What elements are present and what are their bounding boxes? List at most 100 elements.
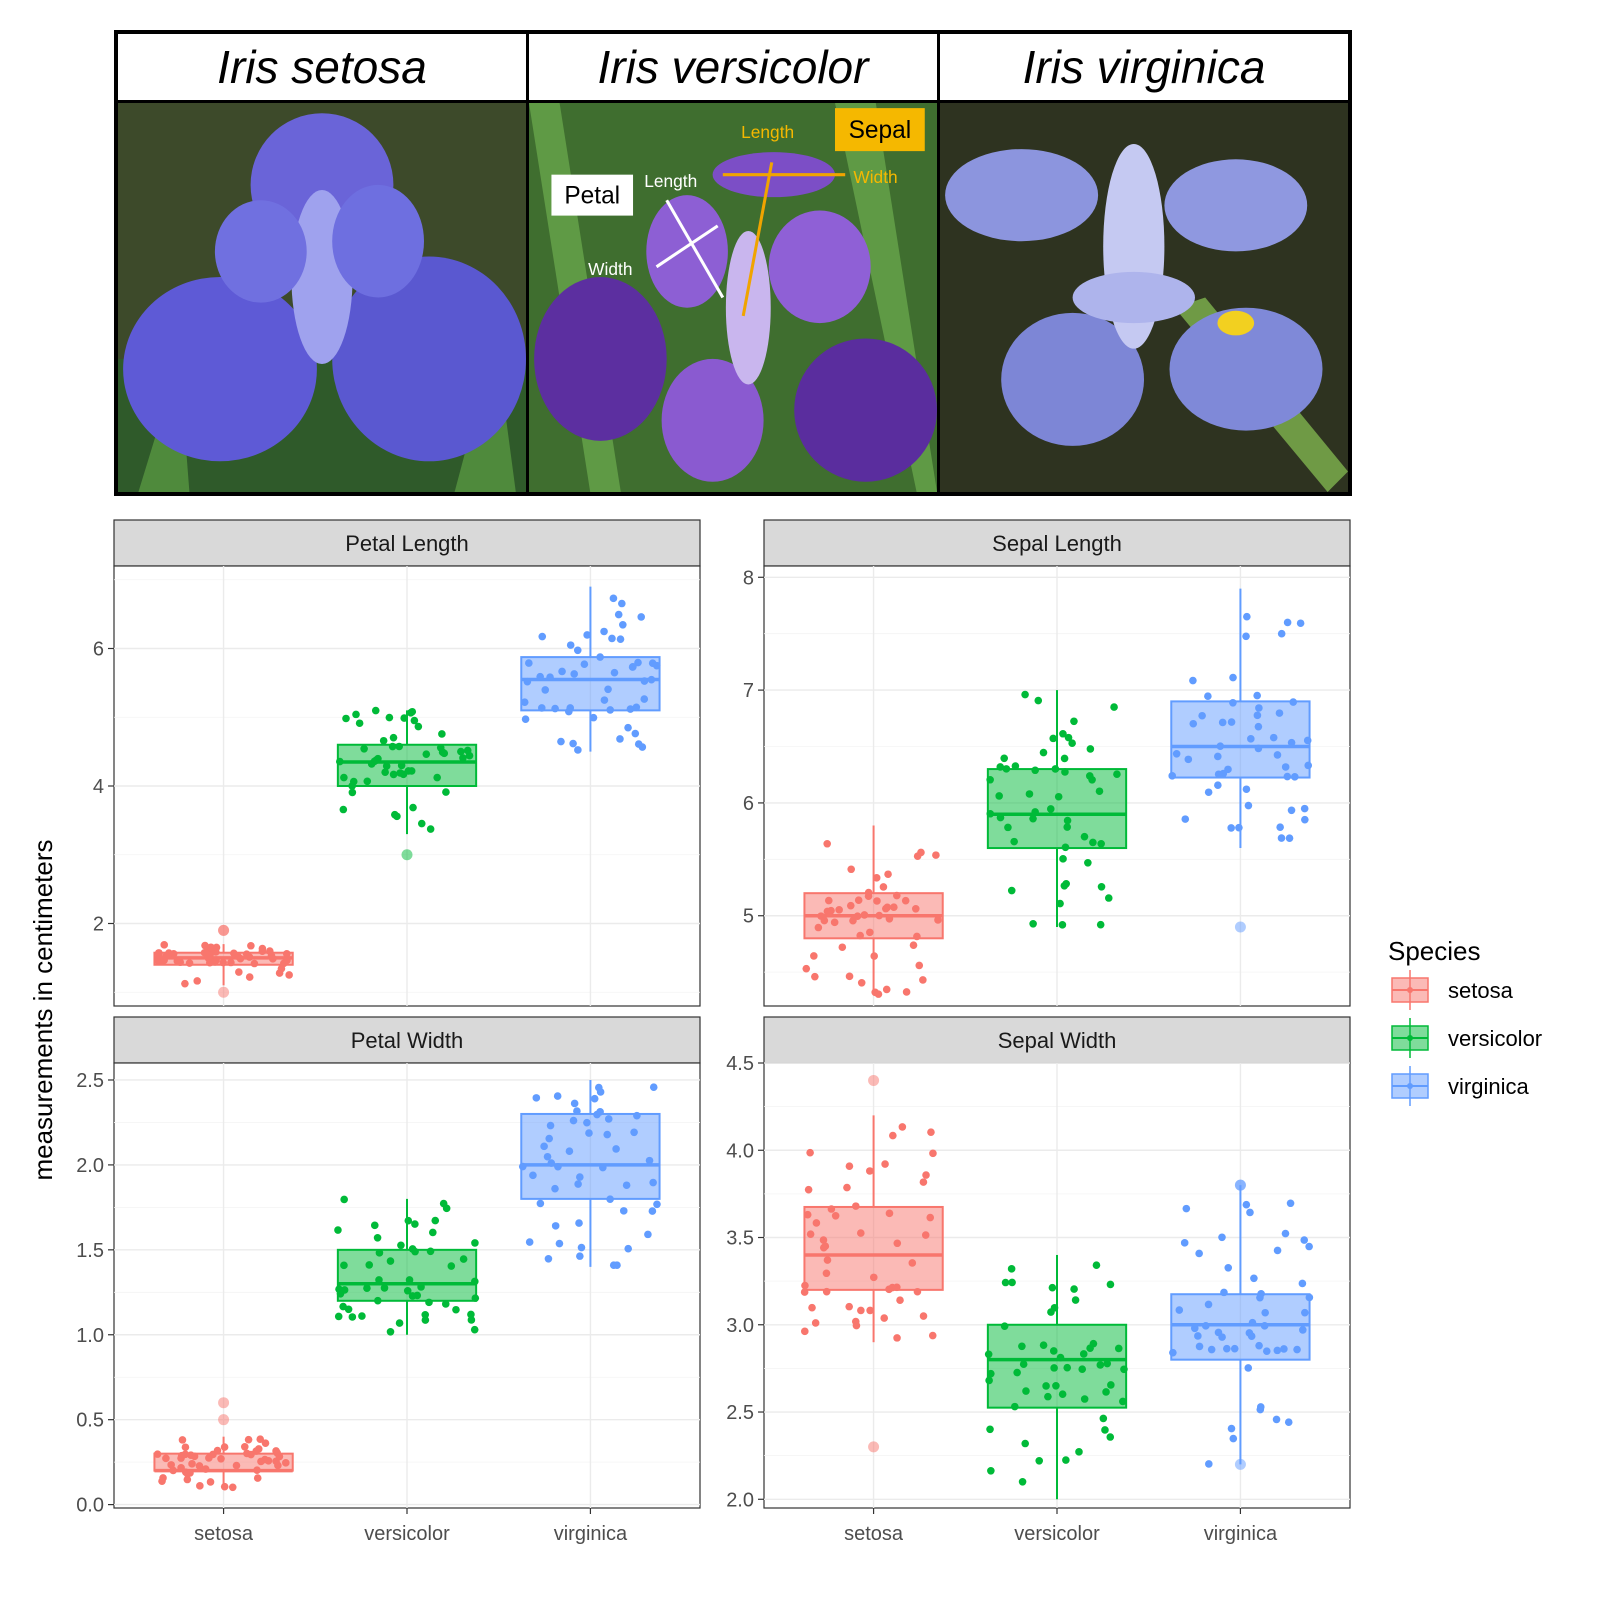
jitter-point — [1305, 1242, 1313, 1251]
jitter-point — [213, 1446, 222, 1455]
jitter-point — [1048, 1283, 1057, 1292]
jitter-point — [1085, 772, 1094, 780]
jitter-point — [812, 1219, 821, 1227]
y-tick-label: 2.0 — [726, 1489, 754, 1511]
jitter-point — [1000, 1322, 1009, 1330]
jitter-point — [426, 825, 435, 833]
jitter-point — [1120, 1365, 1128, 1374]
jitter-point — [459, 754, 467, 762]
legend-key-versicolor: versicolor — [1391, 1018, 1542, 1058]
jitter-point — [417, 819, 426, 828]
jitter-point — [379, 736, 388, 745]
jitter-point — [373, 1234, 382, 1242]
jitter-point — [551, 1222, 560, 1230]
jitter-point — [1280, 1345, 1288, 1353]
jitter-point — [557, 737, 565, 746]
jitter-point — [908, 1259, 917, 1267]
jitter-point — [1284, 1418, 1293, 1427]
y-tick-label: 2.0 — [76, 1155, 104, 1177]
jitter-point — [1035, 1457, 1044, 1465]
iqr-box — [986, 768, 1128, 850]
jitter-point — [1054, 792, 1063, 801]
jitter-point — [1058, 921, 1067, 929]
jitter-point — [1250, 1274, 1258, 1283]
jitter-point — [1184, 755, 1193, 764]
jitter-point — [644, 1230, 652, 1239]
jitter-point — [1119, 1397, 1127, 1406]
jitter-point — [932, 851, 940, 859]
facet-title: Petal Length — [345, 531, 469, 556]
jitter-point — [929, 1149, 937, 1158]
jitter-point — [1283, 618, 1292, 627]
jitter-point — [919, 976, 927, 984]
jitter-point — [574, 1180, 582, 1188]
jitter-point — [1056, 899, 1064, 908]
jitter-point — [619, 621, 627, 629]
jitter-point — [987, 1466, 995, 1475]
jitter-point — [1002, 765, 1011, 773]
jitter-point — [1086, 745, 1095, 753]
jitter-point — [355, 719, 364, 728]
jitter-point — [188, 1460, 196, 1468]
jitter-point — [574, 746, 582, 754]
jitter-point — [1064, 733, 1073, 742]
jitter-point — [1070, 717, 1078, 726]
jitter-point — [1084, 858, 1092, 867]
jitter-point — [624, 723, 632, 732]
jitter-point — [459, 1255, 468, 1263]
jitter-point — [1235, 823, 1243, 832]
jitter-point — [409, 803, 417, 812]
jitter-point — [334, 1226, 342, 1234]
jitter-point — [183, 1475, 192, 1484]
jitter-point — [457, 747, 465, 756]
y-axis-label: measurements in centimeters — [28, 839, 58, 1180]
y-tick-label: 0.5 — [76, 1410, 104, 1432]
jitter-point — [885, 914, 894, 923]
jitter-point — [193, 977, 202, 985]
box-setosa — [800, 1074, 944, 1453]
jitter-point — [336, 757, 344, 766]
outlier-point — [401, 849, 413, 861]
jitter-point — [1293, 1345, 1301, 1354]
jitter-point — [342, 714, 350, 723]
jitter-point — [1214, 752, 1222, 761]
photo-title-setosa: Iris setosa — [118, 34, 526, 103]
jitter-point — [1301, 1308, 1309, 1317]
jitter-point — [926, 1213, 935, 1222]
jitter-point — [551, 704, 559, 713]
photo-title-virginica: Iris virginica — [940, 34, 1348, 103]
jitter-point — [1175, 1306, 1184, 1314]
jitter-point — [1269, 733, 1278, 742]
jitter-point — [1060, 881, 1069, 890]
jitter-point — [160, 956, 168, 965]
x-tick-label: versicolor — [364, 1523, 450, 1545]
jitter-point — [1229, 698, 1237, 707]
jitter-point — [340, 1195, 348, 1204]
jitter-point — [1286, 1199, 1295, 1208]
jitter-point — [340, 1261, 348, 1270]
panel-petal-length: Petal Length 2 4 6 — [93, 519, 701, 1007]
box-virginica — [1169, 1179, 1314, 1470]
jitter-point — [634, 740, 643, 748]
jitter-point — [879, 883, 888, 891]
jitter-point — [616, 635, 625, 643]
jitter-point — [1004, 823, 1012, 832]
jitter-point — [207, 943, 215, 952]
jitter-point — [352, 710, 360, 719]
jitter-point — [438, 730, 446, 738]
box-versicolor — [336, 706, 478, 861]
jitter-point — [566, 641, 575, 649]
box-virginica — [1168, 588, 1313, 933]
legend-label: setosa — [1448, 978, 1514, 1003]
jitter-point — [1253, 691, 1261, 700]
jitter-point — [1080, 1395, 1089, 1403]
jitter-point — [830, 918, 839, 927]
jitter-point — [339, 805, 348, 814]
jitter-point — [1276, 823, 1284, 831]
jitter-point — [1287, 806, 1296, 815]
jitter-point — [1204, 788, 1213, 797]
jitter-point — [283, 956, 291, 965]
jitter-point — [523, 677, 532, 686]
jitter-point — [243, 1449, 251, 1458]
jitter-point — [1204, 692, 1212, 701]
